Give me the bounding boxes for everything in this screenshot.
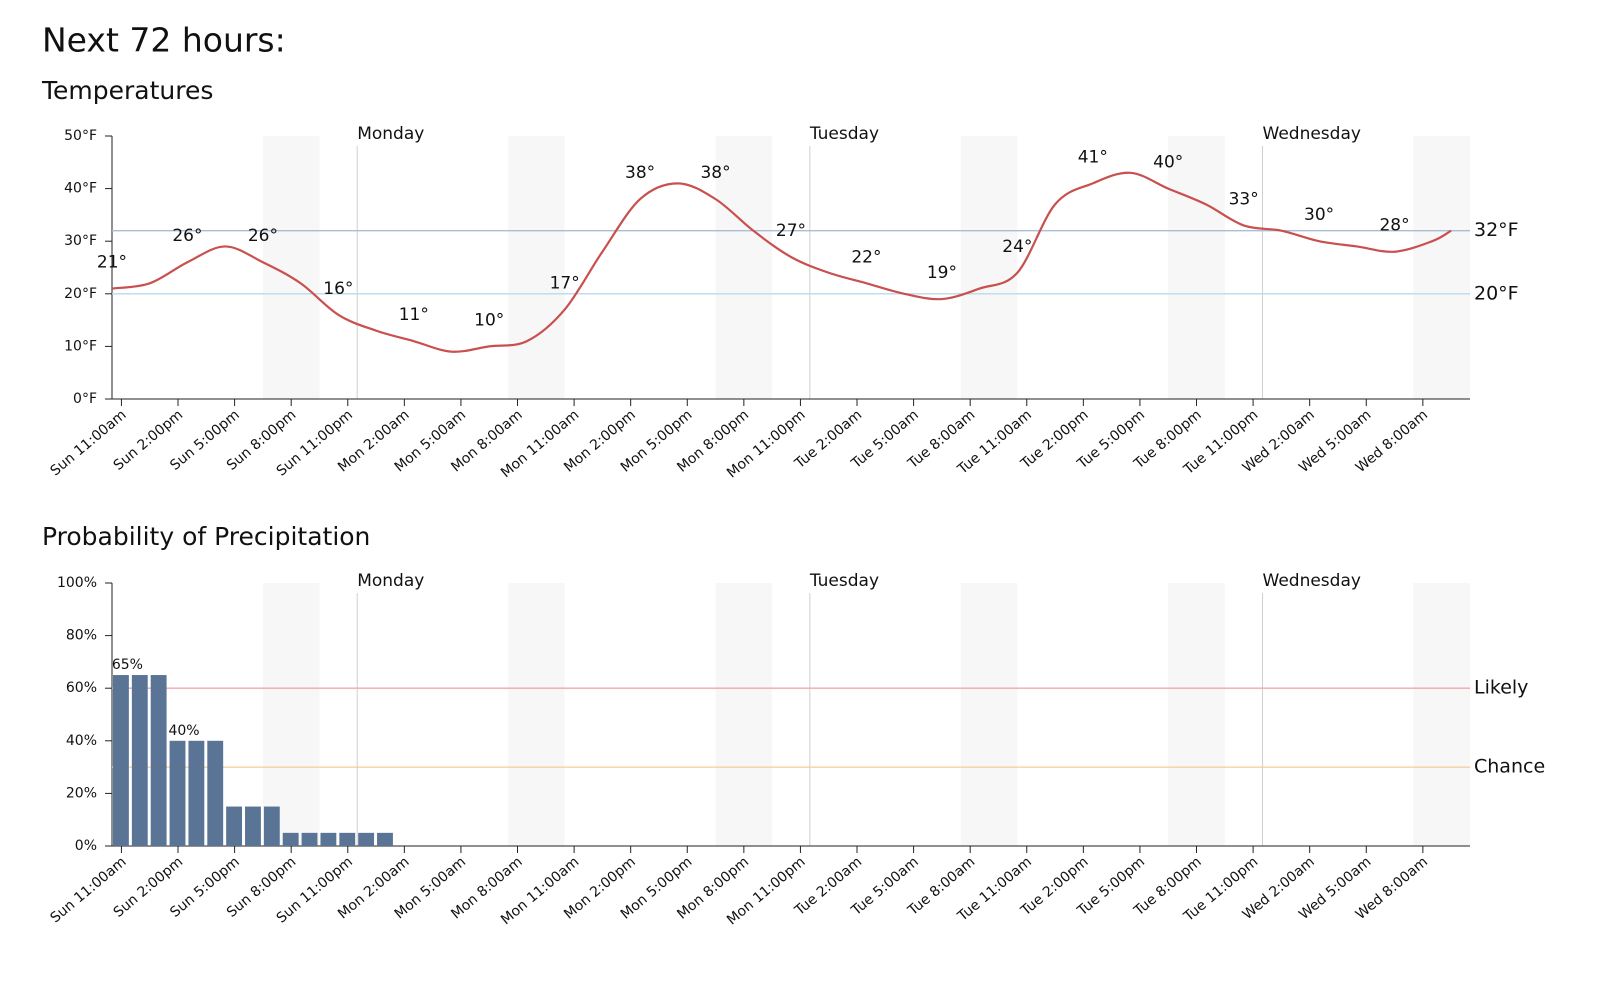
chart-title: Probability of Precipitation (42, 522, 370, 551)
y-tick-label: 40% (66, 733, 97, 749)
bar (282, 832, 299, 846)
shaded-band (262, 583, 320, 846)
shaded-band (1413, 583, 1470, 846)
bar (377, 832, 393, 846)
data-label: 28° (1379, 216, 1409, 236)
bar (131, 675, 148, 846)
shaded-band (1168, 583, 1225, 846)
data-label: 17° (550, 274, 580, 294)
data-label: 11° (399, 305, 429, 325)
shaded-band (715, 136, 773, 399)
bar (188, 740, 205, 846)
y-tick-label: 40°F (64, 181, 97, 197)
bar (320, 832, 337, 846)
shaded-band (508, 136, 565, 399)
bar (245, 806, 261, 846)
data-label: 22° (851, 247, 881, 267)
bar (169, 740, 186, 846)
day-label: Wednesday (1263, 571, 1361, 591)
day-label: Tuesday (809, 124, 879, 144)
bar (150, 675, 167, 846)
y-tick-label: 20% (66, 785, 97, 801)
page-title: Next 72 hours: (42, 21, 286, 60)
data-label: 19° (927, 263, 957, 283)
y-tick-label: 20°F (64, 286, 97, 302)
day-label: Wednesday (1263, 124, 1361, 144)
data-label: 24° (1002, 237, 1032, 257)
y-tick-label: 30°F (64, 233, 97, 249)
y-tick-label: 0% (75, 838, 97, 854)
y-tick-label: 0°F (73, 391, 97, 407)
data-label: 21° (97, 253, 127, 273)
day-label: Tuesday (809, 571, 879, 591)
shaded-band (715, 583, 773, 846)
data-label: 26° (248, 226, 278, 246)
bar (226, 806, 243, 846)
bar (358, 832, 375, 846)
shaded-band (960, 136, 1018, 399)
data-label: 41° (1078, 147, 1108, 167)
reference-label: Likely (1474, 677, 1528, 699)
shaded-band (1168, 136, 1225, 399)
shaded-band (1413, 136, 1470, 399)
data-label: 10° (474, 310, 504, 330)
day-label: Monday (357, 571, 424, 591)
y-tick-label: 100% (57, 575, 97, 591)
y-tick-label: 50°F (64, 128, 97, 144)
data-label: 38° (625, 163, 655, 183)
bar (207, 740, 224, 846)
data-label: 26° (172, 226, 202, 246)
data-label: 65% (112, 657, 143, 673)
reference-label: 32°F (1474, 219, 1519, 241)
y-tick-label: 80% (66, 628, 97, 644)
temperature-line (111, 171, 1452, 353)
reference-label: Chance (1474, 756, 1545, 778)
data-label: 27° (776, 221, 806, 241)
reference-label: 20°F (1474, 282, 1519, 304)
data-label: 38° (700, 163, 730, 183)
chart-title: Temperatures (41, 76, 213, 105)
y-tick-label: 10°F (64, 338, 97, 354)
data-label: 16° (323, 279, 353, 299)
data-label: 40% (168, 723, 199, 739)
bar (113, 675, 129, 846)
data-label: 40° (1153, 153, 1183, 173)
bar (263, 806, 280, 846)
day-label: Monday (357, 124, 424, 144)
bar (339, 832, 356, 846)
bar (301, 832, 318, 846)
data-label: 30° (1304, 205, 1334, 225)
shaded-band (508, 583, 565, 846)
y-tick-label: 60% (66, 680, 97, 696)
data-label: 33° (1229, 189, 1259, 209)
shaded-band (960, 583, 1018, 846)
